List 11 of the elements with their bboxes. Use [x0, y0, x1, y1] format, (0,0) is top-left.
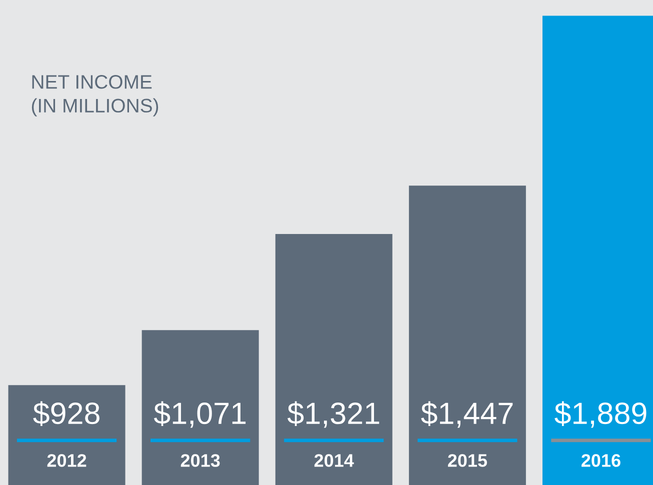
x-tick-label: 2016: [582, 454, 620, 467]
data-label: $928: [33, 401, 100, 426]
data-label: $1,071: [154, 401, 246, 428]
x-tick-label: 2014: [314, 454, 354, 467]
text: NET INCOME (IN MILLIONS): [32, 75, 158, 116]
x-tick-label: 2015: [448, 454, 488, 467]
x-tick-label: 2013: [180, 454, 220, 467]
data-label: $1,447: [421, 401, 513, 428]
data-label: $1,321: [287, 401, 380, 428]
x-tick-label: 2012: [47, 454, 86, 467]
data-label: $1,889: [554, 401, 646, 428]
